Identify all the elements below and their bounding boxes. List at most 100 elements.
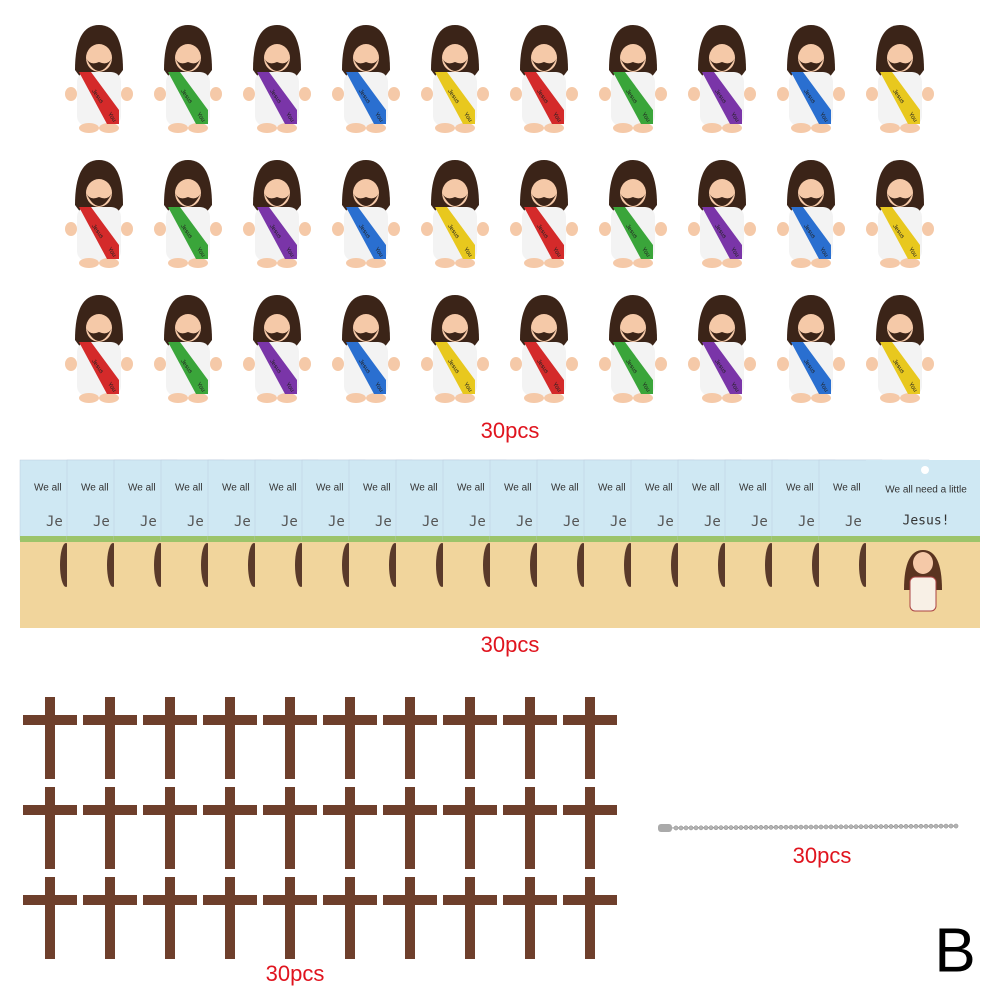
hand [833, 87, 845, 101]
foot [277, 123, 297, 133]
bead [693, 825, 699, 831]
hand [566, 222, 578, 236]
bead [903, 824, 909, 829]
hand [388, 87, 400, 101]
bead [713, 825, 719, 831]
ball-chain [658, 823, 959, 832]
sash [79, 207, 119, 259]
foot [900, 393, 920, 403]
cross [23, 697, 77, 779]
cross-vertical [465, 697, 475, 779]
hand [243, 87, 255, 101]
cross [143, 787, 197, 869]
hand [599, 222, 611, 236]
cross-vertical [285, 877, 295, 959]
card-text: We all [692, 483, 720, 494]
foot [811, 393, 831, 403]
bead [788, 824, 794, 830]
sash [702, 72, 742, 124]
hand [833, 222, 845, 236]
hand [688, 357, 700, 371]
cross-horizontal [23, 715, 77, 725]
beard [709, 58, 735, 71]
foot [880, 123, 900, 133]
sash [257, 207, 297, 259]
sash-text: You [818, 382, 829, 394]
foot [168, 393, 188, 403]
cross-horizontal [23, 805, 77, 815]
foot [366, 123, 386, 133]
foot [524, 393, 544, 403]
bead [783, 824, 789, 830]
foot [99, 393, 119, 403]
sash-text: You [640, 247, 651, 259]
sash [168, 207, 208, 259]
hand [477, 87, 489, 101]
cross-vertical [45, 697, 55, 779]
cross-horizontal [383, 805, 437, 815]
foot [168, 258, 188, 268]
foot [435, 258, 455, 268]
cross-horizontal [443, 895, 497, 905]
card-text: We all [34, 483, 62, 494]
sash-text: You [729, 247, 740, 259]
bead [823, 824, 829, 830]
cross-vertical [165, 877, 175, 959]
sash [613, 72, 653, 124]
foot [455, 123, 475, 133]
bead [813, 824, 819, 830]
bead [923, 823, 929, 829]
sash [791, 342, 831, 394]
cards: We all Je We all Je We all Je We all Je We all Je… [19, 459, 980, 628]
crosses-count: 30pcs [266, 961, 325, 986]
cross-horizontal [563, 805, 617, 815]
cross-vertical [285, 697, 295, 779]
cross-horizontal [263, 895, 317, 905]
hand [421, 222, 433, 236]
hand [121, 87, 133, 101]
sash-text: You [818, 247, 829, 259]
card-title: We all need a little [885, 485, 967, 496]
foot [702, 258, 722, 268]
sash [435, 72, 475, 124]
cross-vertical [225, 697, 235, 779]
card-text: Je [140, 514, 157, 530]
chains-count: 30pcs [793, 843, 852, 868]
card-text: Je [93, 514, 110, 530]
beard [887, 58, 913, 71]
foot [257, 258, 277, 268]
hand [299, 357, 311, 371]
foot [613, 393, 633, 403]
sash-text: You [818, 112, 829, 124]
bead [918, 823, 924, 829]
foot [791, 123, 811, 133]
foot [791, 393, 811, 403]
hand [299, 222, 311, 236]
card-text: Je [516, 514, 533, 530]
cross [203, 697, 257, 779]
foot [79, 258, 99, 268]
card-jesus-face [913, 552, 933, 574]
bead [738, 825, 744, 830]
bead [773, 825, 779, 830]
card-jesus-robe [909, 576, 937, 612]
hand [922, 87, 934, 101]
foot [900, 123, 920, 133]
bead [698, 825, 704, 831]
hand [866, 222, 878, 236]
cross-vertical [465, 787, 475, 869]
sash [524, 342, 564, 394]
hand [599, 357, 611, 371]
cross [503, 787, 557, 869]
cross-horizontal [83, 715, 137, 725]
